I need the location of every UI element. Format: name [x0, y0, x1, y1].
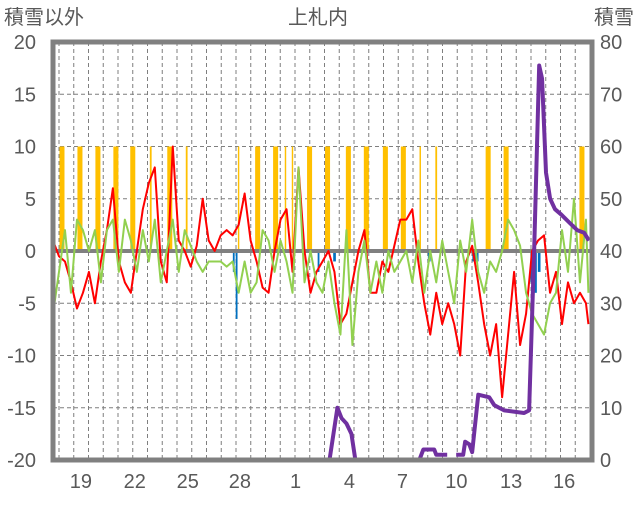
left-tick-label: -20	[7, 450, 36, 472]
x-tick-label: 25	[177, 471, 199, 493]
orange-bar	[345, 146, 351, 251]
blue-bar	[317, 251, 320, 272]
x-tick-label: 28	[229, 471, 251, 493]
x-tick-label: 22	[124, 471, 146, 493]
right-tick-label: 60	[600, 137, 622, 159]
left-axis-title: 積雪以外	[4, 6, 84, 29]
orange-bar	[130, 146, 136, 251]
right-axis-title: 積雪	[594, 6, 634, 29]
blue-bar	[232, 251, 235, 272]
right-tick-label: 0	[600, 450, 611, 472]
orange-bar	[503, 146, 509, 251]
blue-bar	[537, 251, 541, 272]
left-tick-label: -15	[7, 398, 36, 420]
left-tick-label: 15	[14, 84, 36, 106]
orange-bar	[400, 146, 406, 251]
left-tick-label: -10	[7, 346, 36, 368]
right-tick-label: 70	[600, 84, 622, 106]
orange-bar	[485, 146, 491, 251]
orange-bar	[95, 146, 101, 251]
left-tick-label: 5	[25, 189, 36, 211]
orange-bar	[59, 146, 65, 251]
x-tick-label: 1	[290, 471, 301, 493]
orange-bar	[382, 146, 388, 251]
chart-title: 上札内	[288, 6, 348, 29]
left-tick-label: 10	[14, 137, 36, 159]
right-tick-label: 20	[600, 346, 622, 368]
orange-bar	[113, 146, 119, 251]
green-series-line	[52, 166, 590, 347]
x-tick-label: 16	[553, 471, 575, 493]
orange-bar	[185, 146, 188, 251]
orange-bar	[255, 146, 261, 251]
orange-bar	[149, 146, 152, 251]
orange-bar	[77, 146, 83, 251]
right-tick-label: 30	[600, 293, 622, 315]
orange-bar	[307, 146, 313, 251]
right-tick-label: 40	[600, 241, 622, 263]
right-tick-label: 50	[600, 189, 622, 211]
orange-bar	[284, 146, 287, 251]
purple-series-line	[53, 405, 448, 462]
orange-bar	[273, 146, 279, 251]
x-tick-label: 13	[500, 471, 522, 493]
lines-layer	[52, 63, 591, 462]
orange-bar	[237, 146, 240, 251]
right-tick-label: 10	[600, 398, 622, 420]
left-tick-label: 20	[14, 32, 36, 54]
x-tick-label: 19	[70, 471, 92, 493]
right-tick-label: 80	[600, 32, 622, 54]
plot-border	[50, 39, 595, 463]
red-series-line	[52, 145, 590, 399]
blue-bar	[333, 251, 336, 262]
purple-series-line	[456, 63, 591, 457]
x-tick-label: 4	[344, 471, 355, 493]
x-tick-label: 7	[397, 471, 408, 493]
tick-labels: 20 80 15 70 10 60 5 50 0 40 -5 30 -10 20 -15 10 -20 0 19 22…	[7, 32, 622, 493]
orange-bar	[419, 146, 421, 251]
orange-bar	[363, 146, 369, 251]
orange-bar	[325, 146, 331, 251]
left-tick-label: -5	[18, 293, 36, 315]
orange-bar	[291, 146, 294, 251]
x-tick-label: 10	[445, 471, 467, 493]
orange-bar	[579, 146, 585, 251]
orange-bar	[435, 146, 438, 251]
plot-frame	[50, 39, 595, 463]
left-tick-label: 0	[25, 241, 36, 263]
